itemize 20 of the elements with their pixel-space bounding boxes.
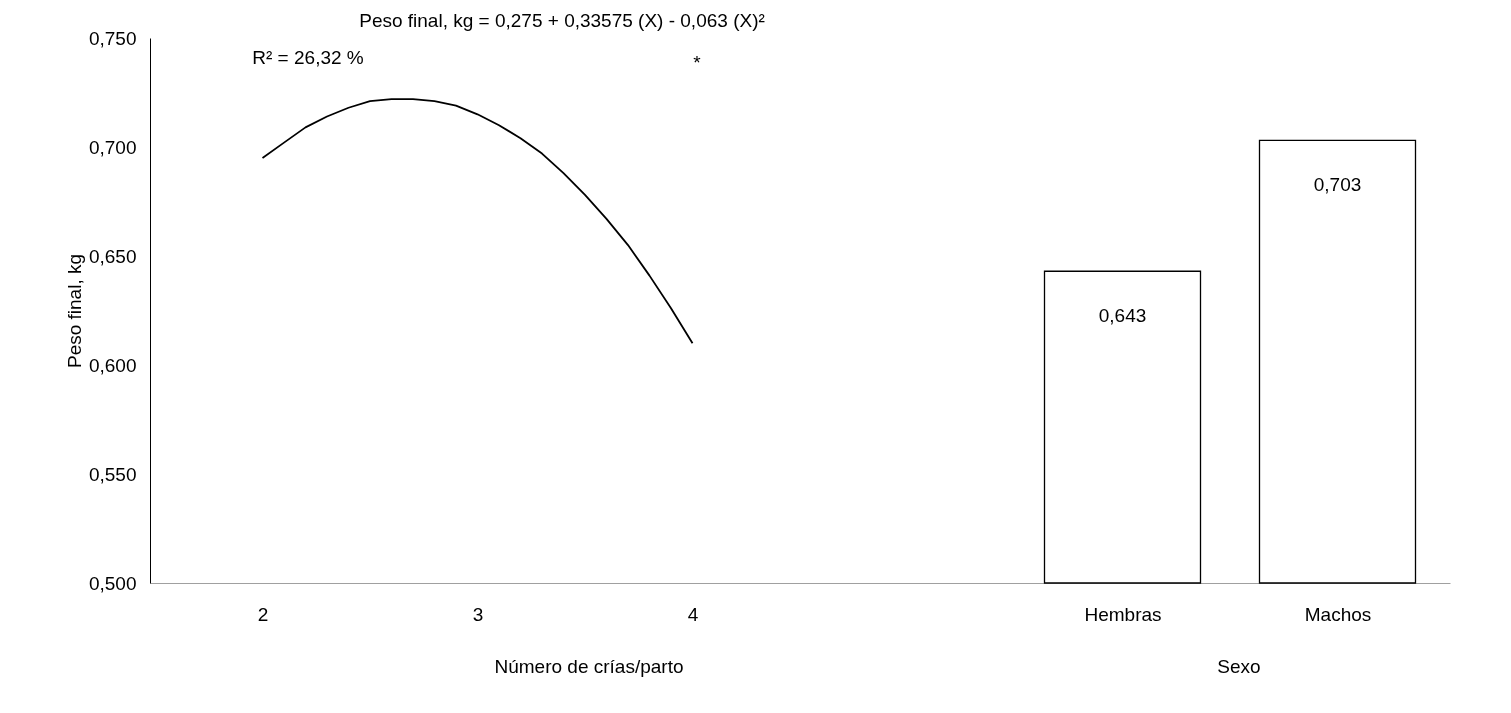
y-tick-label: 0,600 [88,354,137,376]
data-label: 0,703 [1313,174,1362,196]
y-tick-label: 0,650 [88,245,137,267]
x-tick-label: 4 [687,603,699,625]
x-tick-label: Hembras [1084,603,1162,625]
line-series [261,98,694,345]
data-label: 0,643 [1098,305,1147,327]
y-axis-title: Peso final, kg [63,253,85,369]
x-tick-label: Machos [1304,603,1372,625]
text: Peso final, kg = 0,275 + 0,33575 (X) - 0,063 (X)² [359,10,765,31]
y-tick-label: 0,750 [88,27,137,49]
y-tick-label: 0,700 [88,136,137,158]
annotation: R² = 26,32 % [252,47,364,68]
y-tick-label: 0,550 [88,463,137,485]
annotation: * [693,52,702,73]
text: Número de crías/parto [494,656,684,677]
y-tick-label: 0,500 [88,572,137,594]
x-tick-label: 2 [257,603,269,625]
x-tick-label: 3 [472,603,484,625]
text: Sexo [1217,656,1261,677]
